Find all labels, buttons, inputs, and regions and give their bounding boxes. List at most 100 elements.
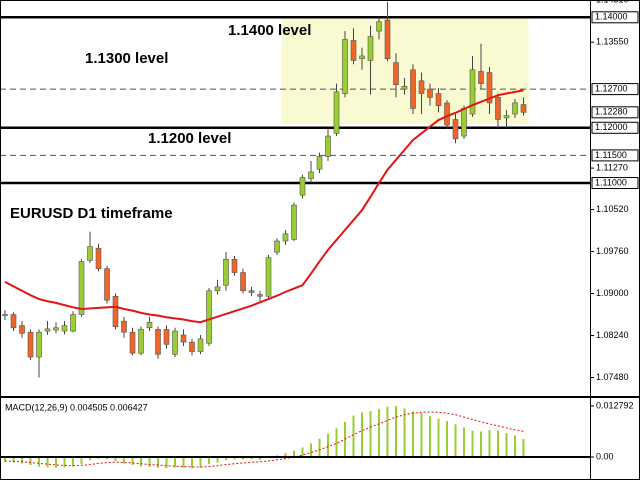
candle-body xyxy=(155,329,161,355)
macd-bar xyxy=(378,409,380,457)
macd-bar xyxy=(225,456,227,461)
macd-bar xyxy=(123,456,125,464)
macd-bar xyxy=(361,412,363,457)
candle-body xyxy=(469,69,476,115)
macd-bar xyxy=(80,456,83,465)
annotation: EURUSD D1 timeframe xyxy=(10,205,173,222)
candle-body xyxy=(427,88,433,98)
candle-body xyxy=(435,93,442,106)
macd-bar xyxy=(259,456,261,460)
candle-body xyxy=(520,104,527,113)
candle-body xyxy=(486,72,493,104)
y-tick-label: 1.10520 xyxy=(596,204,629,214)
level-label: 1.12700 xyxy=(595,83,628,93)
candle-body xyxy=(401,86,408,90)
macd-bar xyxy=(471,430,474,457)
candle-body xyxy=(282,233,289,242)
macd-bar xyxy=(191,456,193,469)
candle-body xyxy=(214,286,221,292)
macd-bar xyxy=(293,450,295,457)
macd-bar xyxy=(140,456,142,467)
macd-bar xyxy=(174,456,176,468)
level-label-box xyxy=(591,149,639,162)
candle-body xyxy=(325,135,331,157)
candle-body xyxy=(189,341,195,352)
macd-bar xyxy=(420,413,423,457)
macd-bar xyxy=(89,456,91,461)
candle-body xyxy=(87,246,93,261)
candle-body xyxy=(342,39,348,94)
candle-body xyxy=(376,21,382,32)
y-tick-label: 1.08240 xyxy=(596,330,629,340)
candle-body xyxy=(512,102,518,115)
candle-body xyxy=(410,69,416,109)
candle-body xyxy=(452,119,459,140)
moving-average xyxy=(4,89,524,324)
candle-body xyxy=(121,320,127,333)
candle-body xyxy=(308,171,314,179)
candle-body xyxy=(231,258,238,273)
macd-signal xyxy=(4,411,524,468)
macd-bar xyxy=(327,433,329,457)
annotation: 1.1400 level xyxy=(228,22,311,39)
candle-body xyxy=(291,204,297,240)
candle-body xyxy=(393,62,399,85)
level-label-box xyxy=(591,121,639,134)
macd-bar xyxy=(429,416,431,457)
candle-body xyxy=(19,325,25,334)
candle-body xyxy=(180,334,187,343)
level-label: 1.11500 xyxy=(595,150,627,160)
macd-bar xyxy=(386,406,389,457)
macd-bar xyxy=(208,456,210,465)
macd-bar xyxy=(157,456,159,468)
candle-body xyxy=(27,331,34,358)
macd-bar xyxy=(12,456,15,463)
candle-body xyxy=(444,102,450,126)
macd-bar xyxy=(335,428,338,457)
level-label-box xyxy=(591,177,639,190)
macd-bar xyxy=(446,421,448,457)
current-price-label: 1.12280 xyxy=(595,107,628,117)
candle-body xyxy=(495,97,501,120)
macd-bar xyxy=(454,424,457,457)
y2-tick-label: 0.012792 xyxy=(596,400,634,410)
candle-body xyxy=(206,290,212,344)
candle-body xyxy=(172,330,178,355)
macd-bar xyxy=(72,456,74,467)
macd-bar xyxy=(250,456,253,460)
macd-bar xyxy=(216,456,219,463)
macd-bar xyxy=(522,439,525,457)
candle-body xyxy=(104,268,110,301)
candle-body xyxy=(138,329,144,354)
candle-body xyxy=(299,177,306,196)
candle-body xyxy=(70,314,76,332)
macd-bar xyxy=(233,456,236,460)
candle-body xyxy=(350,40,357,61)
candle-body xyxy=(316,156,323,170)
y-tick-label: 1.14310 xyxy=(596,0,629,5)
candle-body xyxy=(10,314,17,329)
macd-bar xyxy=(318,438,321,457)
level-label-box xyxy=(591,83,639,96)
annotation: 1.1300 level xyxy=(85,50,168,67)
macd-bar xyxy=(514,435,516,457)
macd-bar xyxy=(165,456,168,469)
macd-bar xyxy=(480,431,482,457)
current-price-label-box xyxy=(591,106,639,119)
level-label: 1.11000 xyxy=(595,177,627,187)
candle-body xyxy=(274,240,280,253)
macd-bar xyxy=(114,456,117,461)
macd-bar xyxy=(29,456,32,465)
annotation: 1.1200 level xyxy=(148,130,231,147)
candle-body xyxy=(418,80,425,94)
candle-body xyxy=(240,272,246,292)
macd-bar xyxy=(437,418,440,457)
candle-body xyxy=(53,327,59,331)
candle-body xyxy=(333,91,340,134)
level-label: 1.12000 xyxy=(595,122,628,132)
y-tick-label: 1.07480 xyxy=(596,372,629,382)
candle-body xyxy=(95,247,102,269)
candle-body xyxy=(61,325,68,332)
candle-body xyxy=(146,321,153,329)
macd-bar xyxy=(488,429,491,457)
